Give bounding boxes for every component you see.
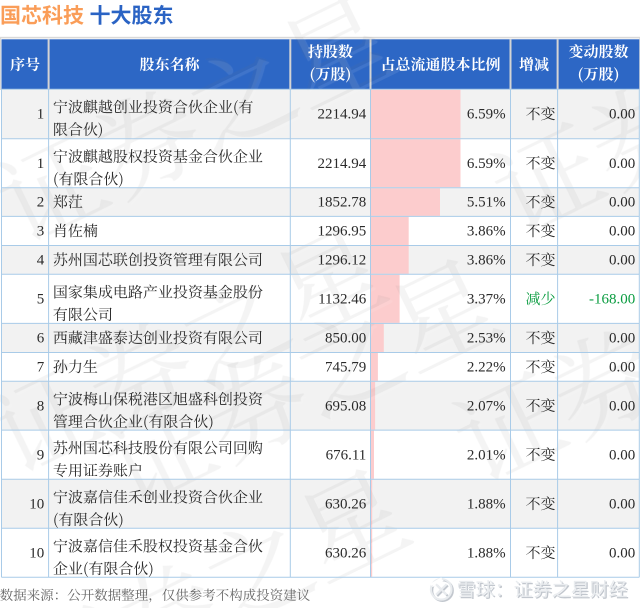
svg-text:630.26: 630.26 — [325, 545, 367, 561]
svg-text:0.00: 0.00 — [609, 224, 635, 240]
svg-text:3.37%: 3.37% — [467, 291, 506, 307]
svg-text:2.22%: 2.22% — [467, 360, 506, 376]
svg-text:0.00: 0.00 — [609, 545, 635, 561]
svg-text:0.00: 0.00 — [609, 156, 635, 172]
svg-text:745.79: 745.79 — [325, 360, 366, 376]
svg-text:10: 10 — [29, 545, 44, 561]
svg-text:2.53%: 2.53% — [467, 331, 506, 347]
svg-text:6.59%: 6.59% — [467, 156, 506, 172]
svg-text:2214.94: 2214.94 — [318, 156, 367, 172]
svg-text:2.01%: 2.01% — [467, 447, 506, 463]
svg-text:2.07%: 2.07% — [467, 398, 506, 414]
svg-text:5: 5 — [37, 291, 45, 307]
svg-text:0.00: 0.00 — [609, 360, 635, 376]
svg-text:-168.00: -168.00 — [589, 291, 635, 307]
svg-text:0.00: 0.00 — [609, 331, 635, 347]
svg-text:0.00: 0.00 — [609, 107, 635, 123]
svg-text:0.00: 0.00 — [609, 496, 635, 512]
svg-text:1296.95: 1296.95 — [318, 224, 367, 240]
svg-text:10: 10 — [29, 496, 44, 512]
svg-text:0.00: 0.00 — [609, 253, 635, 269]
svg-text:630.26: 630.26 — [325, 496, 367, 512]
svg-text:676.11: 676.11 — [326, 447, 367, 463]
svg-text:3: 3 — [37, 224, 45, 240]
svg-text:6: 6 — [37, 331, 45, 347]
svg-text:5.51%: 5.51% — [467, 195, 506, 211]
svg-text:1132.46: 1132.46 — [318, 291, 367, 307]
svg-text:8: 8 — [37, 398, 45, 414]
svg-text:6.59%: 6.59% — [467, 107, 506, 123]
svg-text:3.86%: 3.86% — [467, 224, 506, 240]
svg-text:2214.94: 2214.94 — [318, 107, 367, 123]
svg-text:9: 9 — [37, 447, 45, 463]
svg-text:1: 1 — [37, 107, 45, 123]
svg-text:3.86%: 3.86% — [467, 253, 506, 269]
svg-text:695.08: 695.08 — [325, 398, 366, 414]
svg-text:0.00: 0.00 — [609, 195, 635, 211]
svg-text:7: 7 — [37, 360, 45, 376]
svg-text:1: 1 — [37, 156, 45, 172]
svg-text:1.88%: 1.88% — [467, 496, 506, 512]
svg-text:1296.12: 1296.12 — [318, 253, 367, 269]
svg-text:2: 2 — [37, 195, 45, 211]
svg-text:1.88%: 1.88% — [467, 545, 506, 561]
svg-text:850.00: 850.00 — [325, 331, 366, 347]
svg-text:0.00: 0.00 — [609, 447, 635, 463]
svg-text:0.00: 0.00 — [609, 398, 635, 414]
svg-text:4: 4 — [37, 253, 45, 269]
svg-text:1852.78: 1852.78 — [318, 195, 367, 211]
